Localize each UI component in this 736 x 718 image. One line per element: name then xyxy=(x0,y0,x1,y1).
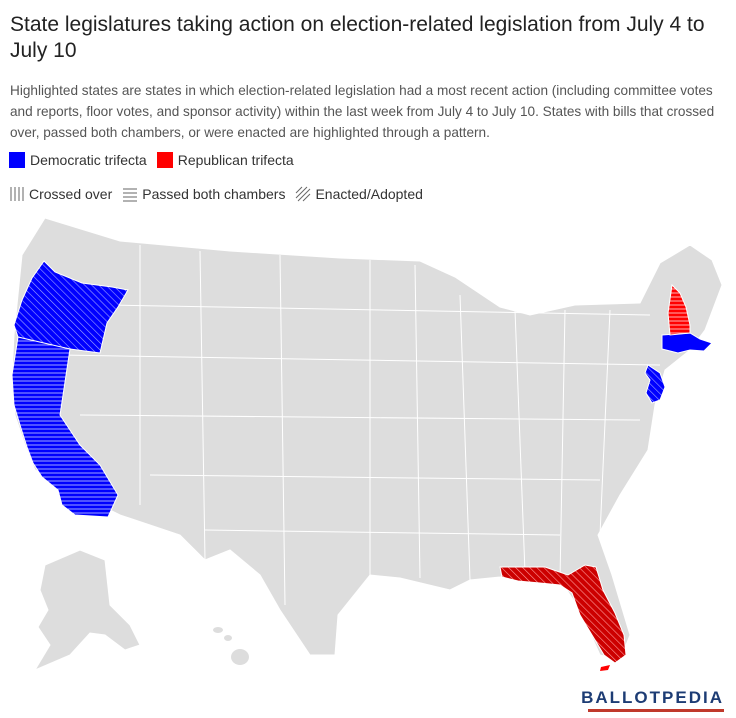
legend-item-crossed-over[interactable]: Crossed over xyxy=(9,186,112,202)
state-borders xyxy=(59,245,661,606)
page-title: State legislatures taking action on elec… xyxy=(10,13,705,62)
page-subtitle: Highlighted states are states in which e… xyxy=(10,83,715,140)
state-florida-keys xyxy=(600,665,610,671)
logo-text: BALLOTPEDIA xyxy=(581,688,724,707)
vertical-lines-icon xyxy=(10,187,24,201)
legend-label: Republican trifecta xyxy=(177,152,294,168)
legend-item-enacted-adopted[interactable]: Enacted/Adopted xyxy=(295,186,423,202)
color-legend: Democratic trifecta Republican trifecta xyxy=(9,152,304,168)
republican-swatch xyxy=(156,152,173,168)
state-oregon[interactable] xyxy=(13,260,129,354)
legend-item-democratic-trifecta[interactable]: Democratic trifecta xyxy=(9,152,147,168)
alaska-shape xyxy=(33,549,141,672)
legend-label: Enacted/Adopted xyxy=(315,186,423,202)
state-new-jersey[interactable] xyxy=(644,364,666,404)
state-new-hampshire[interactable] xyxy=(667,283,691,336)
pattern-legend: Crossed over Passed both chambers Enacte… xyxy=(9,186,433,202)
legend-item-passed-both-chambers[interactable]: Passed both chambers xyxy=(122,186,285,202)
contiguous-us-shape xyxy=(11,217,723,661)
state-florida[interactable] xyxy=(499,564,627,664)
legend-label: Passed both chambers xyxy=(142,186,286,202)
horizontal-lines-icon xyxy=(123,188,138,202)
ballotpedia-logo[interactable]: BALLOTPEDIA xyxy=(581,688,724,712)
us-map xyxy=(11,217,723,672)
legend-label: Crossed over xyxy=(29,186,113,202)
diagonal-lines-icon xyxy=(296,186,311,202)
state-massachusetts[interactable] xyxy=(661,332,713,354)
democratic-swatch xyxy=(9,152,25,168)
hawaii-shape xyxy=(213,627,249,665)
logo-underline xyxy=(588,709,724,712)
legend-label: Democratic trifecta xyxy=(30,152,147,168)
legend-item-republican-trifecta[interactable]: Republican trifecta xyxy=(156,152,294,168)
state-california[interactable] xyxy=(11,336,119,518)
